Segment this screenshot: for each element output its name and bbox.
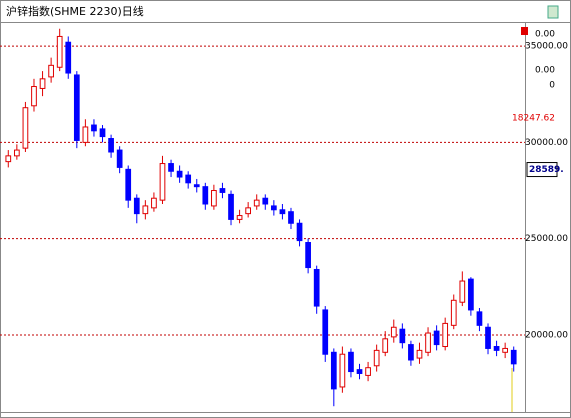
candle-body xyxy=(82,126,89,143)
last-price-box xyxy=(526,162,558,178)
candle-body xyxy=(459,280,466,303)
candle-body xyxy=(408,344,414,361)
candle-body xyxy=(510,349,517,365)
candle-body xyxy=(65,41,72,74)
candle-body xyxy=(270,205,277,211)
candle-body xyxy=(450,299,457,326)
candle-body xyxy=(5,155,12,163)
candle-body xyxy=(416,349,423,359)
candle-body xyxy=(313,268,320,307)
indicator-label: 0.00 xyxy=(535,66,555,76)
candle-body xyxy=(168,163,174,172)
candle-body xyxy=(56,35,63,68)
candle-body xyxy=(485,326,491,349)
y-tick-label: 30000.00 xyxy=(525,138,568,148)
candle-body xyxy=(382,338,389,353)
candle-body xyxy=(468,278,474,311)
chart-title: 沪锌指数(SHME 2230)日线 xyxy=(6,4,144,18)
candle-body xyxy=(339,353,346,388)
candle-body xyxy=(433,330,440,346)
candle-body xyxy=(356,369,363,374)
candle-body xyxy=(236,215,243,220)
candle-body xyxy=(73,74,80,141)
candle-body xyxy=(288,211,294,224)
candle-body xyxy=(476,311,483,326)
candle-body xyxy=(322,309,329,355)
candle-body xyxy=(219,188,226,193)
candle-body xyxy=(116,149,123,168)
candle-body xyxy=(245,207,252,215)
candle-body xyxy=(159,163,166,201)
candle-body xyxy=(99,128,106,138)
candle-body xyxy=(211,190,217,207)
candle-body xyxy=(373,349,380,367)
candle-body xyxy=(22,107,29,149)
candle-body xyxy=(176,170,183,178)
y-tick-label: 20000.00 xyxy=(525,330,568,340)
candle-body xyxy=(91,124,97,132)
tool-icon[interactable] xyxy=(547,5,559,19)
candle-body xyxy=(31,86,37,107)
indicator-label: 18247.62 xyxy=(512,114,555,124)
candle-body xyxy=(48,64,54,78)
y-tick-label: 35000.00 xyxy=(525,42,568,52)
candle-body xyxy=(502,347,509,353)
candle-body xyxy=(39,78,46,89)
candle-body xyxy=(493,346,500,351)
candle-body xyxy=(296,222,303,242)
last-price-label: 28589. xyxy=(529,165,564,175)
marker-square xyxy=(521,27,528,35)
candle-body xyxy=(442,322,449,348)
candle-body xyxy=(399,328,406,344)
candle-body xyxy=(330,351,337,390)
candle-body xyxy=(262,197,269,205)
candle-body xyxy=(305,242,311,269)
indicator-label: 0.00 xyxy=(535,30,555,40)
candle-body xyxy=(13,149,20,157)
candle-body xyxy=(125,168,132,201)
candle-body xyxy=(425,332,431,353)
candle-body xyxy=(348,351,354,373)
candle-body xyxy=(151,197,157,209)
candle-body xyxy=(228,193,234,220)
candle-body xyxy=(390,326,397,338)
candle-body xyxy=(253,199,260,207)
candle-body xyxy=(108,138,114,153)
candle-body xyxy=(185,174,192,184)
indicator-label: 0 xyxy=(549,81,555,91)
candle-body xyxy=(365,367,371,376)
candle-body xyxy=(193,184,200,188)
candle-body xyxy=(202,186,209,205)
candle-body xyxy=(133,197,140,215)
y-tick-label: 25000.00 xyxy=(525,234,568,244)
candle-body xyxy=(142,205,149,215)
candle-body xyxy=(279,209,286,215)
